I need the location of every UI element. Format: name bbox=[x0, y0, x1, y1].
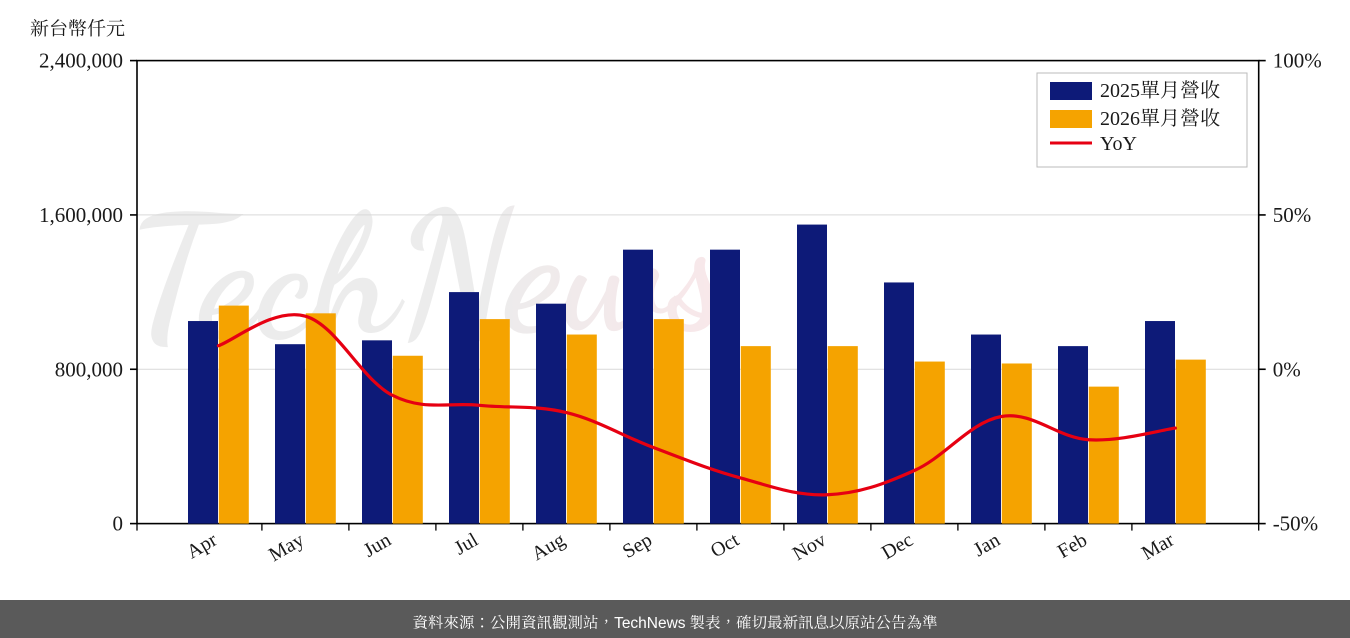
svg-text:Apr: Apr bbox=[183, 529, 221, 564]
svg-text:100%: 100% bbox=[1273, 49, 1322, 73]
svg-text:Oct: Oct bbox=[707, 529, 743, 563]
svg-text:Sep: Sep bbox=[619, 529, 656, 563]
svg-text:-50%: -50% bbox=[1273, 512, 1319, 536]
svg-text:1,600,000: 1,600,000 bbox=[39, 203, 123, 227]
svg-text:Jun: Jun bbox=[360, 529, 395, 562]
svg-text:800,000: 800,000 bbox=[55, 357, 123, 381]
svg-text:2026單月營收: 2026單月營收 bbox=[1100, 108, 1220, 130]
svg-text:Dec: Dec bbox=[878, 529, 917, 564]
svg-text:YoY: YoY bbox=[1100, 133, 1137, 155]
svg-text:Mar: Mar bbox=[1138, 529, 1178, 565]
svg-text:Jan: Jan bbox=[970, 529, 1004, 561]
svg-text:Feb: Feb bbox=[1054, 529, 1091, 563]
svg-text:Aug: Aug bbox=[528, 529, 569, 565]
svg-text:Jul: Jul bbox=[451, 529, 483, 560]
svg-text:0%: 0% bbox=[1273, 357, 1301, 381]
svg-text:2025單月營收: 2025單月營收 bbox=[1100, 80, 1220, 102]
svg-text:May: May bbox=[265, 529, 308, 566]
svg-text:2,400,000: 2,400,000 bbox=[39, 49, 123, 73]
svg-text:50%: 50% bbox=[1273, 203, 1312, 227]
svg-text:Nov: Nov bbox=[789, 529, 830, 565]
svg-text:0: 0 bbox=[113, 512, 124, 536]
